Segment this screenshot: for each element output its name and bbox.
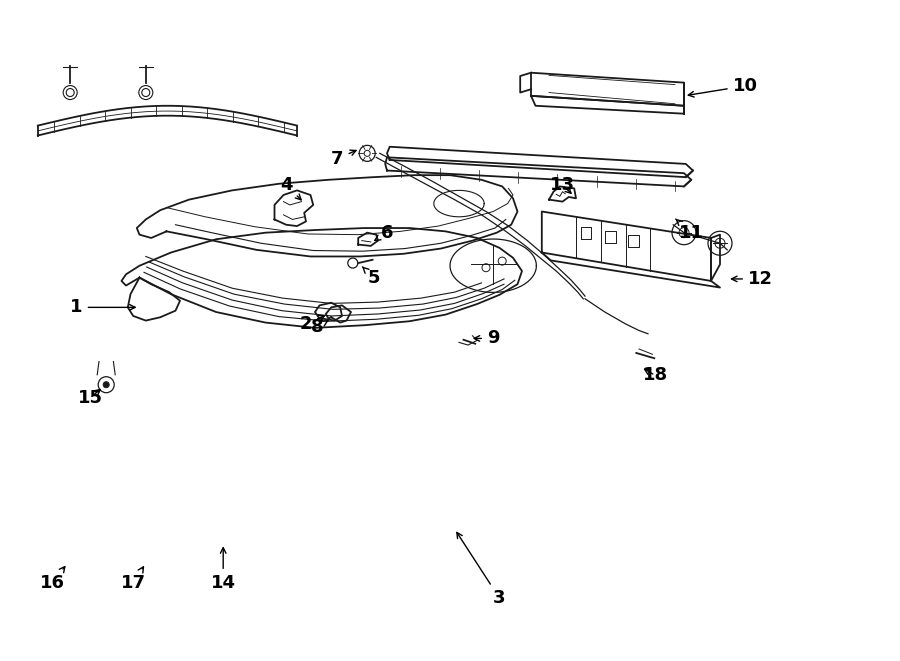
Text: 13: 13	[550, 176, 575, 194]
Text: 11: 11	[676, 219, 704, 242]
Text: 6: 6	[374, 223, 393, 242]
Text: 2: 2	[300, 315, 325, 333]
Text: 10: 10	[688, 77, 758, 97]
Text: 8: 8	[310, 318, 328, 336]
Text: 1: 1	[70, 298, 135, 317]
Text: 7: 7	[331, 149, 356, 168]
Text: 18: 18	[643, 366, 668, 385]
Text: 5: 5	[363, 267, 380, 287]
Text: 4: 4	[280, 176, 302, 200]
Circle shape	[104, 381, 109, 388]
Text: 15: 15	[77, 389, 103, 407]
Text: 14: 14	[211, 548, 236, 592]
Text: 3: 3	[457, 532, 506, 607]
Text: 16: 16	[40, 566, 65, 592]
Text: 12: 12	[732, 270, 773, 288]
Text: 17: 17	[121, 567, 146, 592]
Text: 9: 9	[474, 329, 500, 348]
